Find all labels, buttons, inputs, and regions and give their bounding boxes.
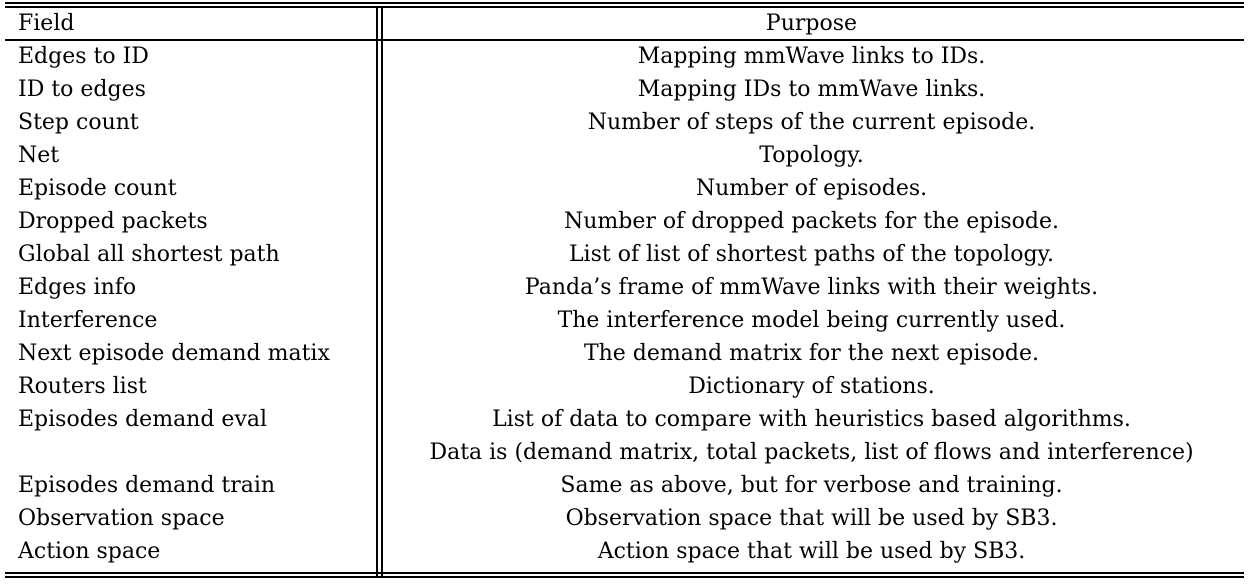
- column-separator-left: [376, 6, 378, 576]
- purpose-cell: Observation space that will be used by S…: [565, 506, 1058, 531]
- field-cell: Episode count: [18, 176, 177, 201]
- table-row: Episode count Number of episodes.: [5, 172, 1244, 205]
- purpose-cell: List of data to compare with heuristics …: [492, 407, 1131, 432]
- purpose-cell: Number of dropped packets for the episod…: [563, 209, 1060, 234]
- purpose-cell: Topology.: [759, 143, 864, 168]
- table-row: Episodes demand train Same as above, but …: [5, 469, 1244, 502]
- field-cell: Observation space: [18, 506, 225, 531]
- table-row: Interference The interference model being…: [5, 304, 1244, 337]
- table-row: Step count Number of steps of the current…: [5, 106, 1244, 139]
- purpose-cell: List of list of shortest paths of the to…: [568, 242, 1055, 267]
- field-cell: Edges info: [18, 275, 137, 300]
- table-row: Edges info Panda’s frame of mmWave links …: [5, 271, 1244, 304]
- purpose-cell: Dictionary of stations.: [688, 374, 935, 399]
- field-cell: Episodes demand train: [18, 473, 276, 498]
- table-row: Action space Action space that will be us…: [5, 535, 1244, 568]
- purpose-cell: Mapping IDs to mmWave links.: [637, 77, 986, 102]
- bottom-rule-outer: [5, 576, 1244, 578]
- table-row: ID to edges Mapping IDs to mmWave links.: [5, 73, 1244, 106]
- field-cell: Episodes demand eval: [18, 407, 268, 432]
- purpose-cell: Mapping mmWave links to IDs.: [637, 44, 986, 69]
- purpose-cell: The demand matrix for the next episode.: [583, 341, 1040, 366]
- table-row: Edges to ID Mapping mmWave links to IDs.: [5, 40, 1244, 73]
- table-row: Observation space Observation space that …: [5, 502, 1244, 535]
- purpose-cell: Number of steps of the current episode.: [587, 110, 1036, 135]
- table-row: Next episode demand matix The demand matr…: [5, 337, 1244, 370]
- field-cell: Action space: [18, 539, 161, 564]
- field-cell: Step count: [18, 110, 139, 135]
- field-cell: Net: [18, 143, 60, 168]
- field-cell: [5, 436, 379, 469]
- purpose-cell: Panda’s frame of mmWave links with their…: [524, 275, 1099, 300]
- header-rule: [5, 39, 1244, 41]
- header-field: Field: [18, 11, 75, 36]
- table-row: Global all shortest path List of list of …: [5, 238, 1244, 271]
- field-cell: Edges to ID: [18, 44, 149, 69]
- field-cell: ID to edges: [18, 77, 146, 102]
- purpose-cell: Same as above, but for verbose and train…: [560, 473, 1063, 498]
- table-row: Dropped packets Number of dropped packets…: [5, 205, 1244, 238]
- bottom-rule-inner: [5, 572, 1244, 574]
- field-cell: Interference: [18, 308, 158, 333]
- field-cell: Global all shortest path: [18, 242, 280, 267]
- purpose-cell: The interference model being currently u…: [557, 308, 1066, 333]
- top-rule-outer: [5, 2, 1244, 4]
- header-row: Field Purpose: [5, 7, 1244, 40]
- column-separator-right: [381, 6, 383, 576]
- table-row: Data is (demand matrix, total packets, l…: [5, 436, 1244, 469]
- table-row: Net Topology.: [5, 139, 1244, 172]
- field-cell: Next episode demand matix: [18, 341, 330, 366]
- purpose-cell: Data is (demand matrix, total packets, l…: [429, 440, 1194, 465]
- top-rule-inner: [5, 6, 1244, 8]
- table-row: Routers list Dictionary of stations.: [5, 370, 1244, 403]
- purpose-cell: Action space that will be used by SB3.: [597, 539, 1026, 564]
- field-cell: Dropped packets: [18, 209, 208, 234]
- fields-table: Field Purpose Edges to ID Mapping mmWave …: [5, 7, 1244, 568]
- header-purpose: Purpose: [765, 11, 858, 36]
- table-row: Episodes demand eval List of data to comp…: [5, 403, 1244, 436]
- purpose-cell: Number of episodes.: [695, 176, 928, 201]
- field-cell: Routers list: [18, 374, 147, 399]
